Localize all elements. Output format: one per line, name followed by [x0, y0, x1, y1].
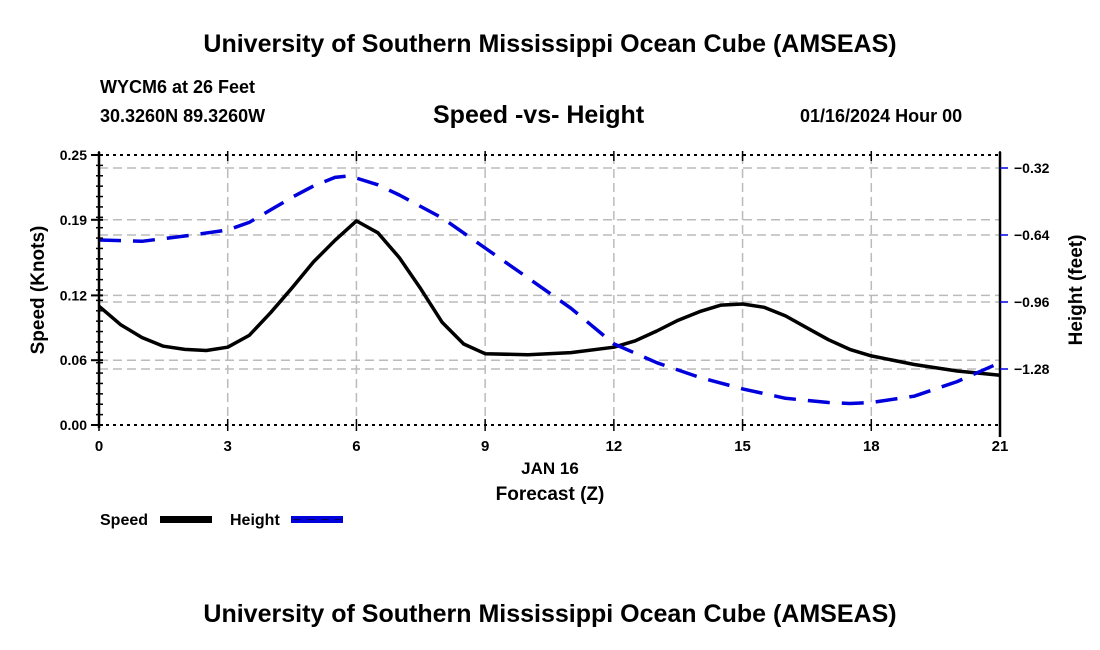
- page-title: University of Southern Mississippi Ocean…: [203, 30, 897, 58]
- y2-tick-label: −0.32: [1014, 160, 1050, 176]
- x-tick-label: 3: [224, 438, 232, 455]
- x-tick-label: 6: [352, 438, 360, 455]
- series-lines: [97, 174, 1001, 406]
- x-tick-label: 18: [863, 438, 880, 455]
- y-axis-label: Speed (Knots): [28, 226, 49, 355]
- chart-title: Speed -vs- Height: [433, 101, 645, 129]
- legend-speed-swatch: [160, 516, 212, 523]
- series-line-speed: [97, 219, 1001, 378]
- grid-lines: [99, 155, 1000, 425]
- x-axis-label: Forecast (Z): [496, 484, 605, 505]
- y-tick-label: 0.00: [60, 417, 87, 433]
- y2-tick-label: −0.64: [1014, 227, 1050, 243]
- y-tick-label: 0.12: [60, 287, 87, 303]
- legend: Speed Height: [100, 512, 343, 529]
- x-tick-label: 9: [481, 438, 489, 455]
- x-tick-label: 0: [95, 438, 103, 455]
- legend-height-label: Height: [230, 512, 280, 529]
- footer-title: University of Southern Mississippi Ocean…: [203, 600, 897, 628]
- legend-height-swatch: [291, 516, 343, 523]
- axes: 0 3 6 9 12 15 18 21 0.00 0.06 0.12 0.19 0.25 −0.32 −0.…: [60, 147, 1050, 455]
- y-tick-label: 0.25: [60, 147, 87, 163]
- x-tick-label: 12: [606, 438, 623, 455]
- datetime-label: 01/16/2024 Hour 00: [800, 106, 963, 126]
- y2-tick-label: −1.28: [1014, 361, 1050, 377]
- y2-axis-label: Height (feet): [1066, 235, 1087, 346]
- x-tick-label: 21: [992, 438, 1009, 455]
- x-tick-label: 15: [734, 438, 751, 455]
- coordinates-label: 30.3260N 89.3260W: [100, 106, 266, 126]
- x-date-label: JAN 16: [521, 459, 579, 478]
- y-tick-label: 0.19: [60, 212, 87, 228]
- legend-speed-label: Speed: [100, 512, 148, 529]
- y2-tick-label: −0.96: [1014, 294, 1050, 310]
- axis-labels: JAN 16 Forecast (Z) Speed (Knots) Height…: [28, 226, 1087, 505]
- station-label: WYCM6 at 26 Feet: [100, 77, 256, 97]
- series-line-height: [98, 174, 1001, 406]
- y-tick-label: 0.06: [60, 352, 87, 368]
